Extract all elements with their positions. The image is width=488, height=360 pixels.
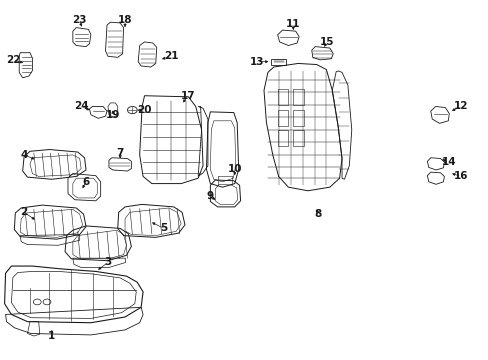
Text: 10: 10 [227, 164, 242, 174]
Text: 4: 4 [20, 150, 28, 160]
Text: 6: 6 [82, 177, 89, 187]
Text: 1: 1 [48, 331, 56, 341]
Text: 21: 21 [164, 51, 178, 61]
Text: 14: 14 [441, 157, 456, 167]
Text: 24: 24 [74, 102, 88, 112]
Text: 11: 11 [285, 19, 300, 29]
Text: 12: 12 [453, 102, 468, 112]
Text: 9: 9 [206, 191, 213, 201]
Text: 8: 8 [313, 209, 321, 219]
Text: 7: 7 [116, 148, 123, 158]
Text: 17: 17 [181, 91, 195, 101]
Text: 13: 13 [249, 57, 264, 67]
Text: 18: 18 [118, 15, 132, 26]
Text: 20: 20 [137, 105, 151, 115]
Bar [271, 59, 285, 65]
Text: 16: 16 [453, 171, 468, 181]
Text: 15: 15 [320, 37, 334, 47]
Text: 3: 3 [104, 257, 111, 267]
Text: 22: 22 [6, 55, 20, 65]
Text: 23: 23 [72, 15, 87, 26]
Text: 5: 5 [160, 224, 167, 233]
Text: 19: 19 [105, 111, 120, 121]
Text: 2: 2 [20, 207, 28, 217]
